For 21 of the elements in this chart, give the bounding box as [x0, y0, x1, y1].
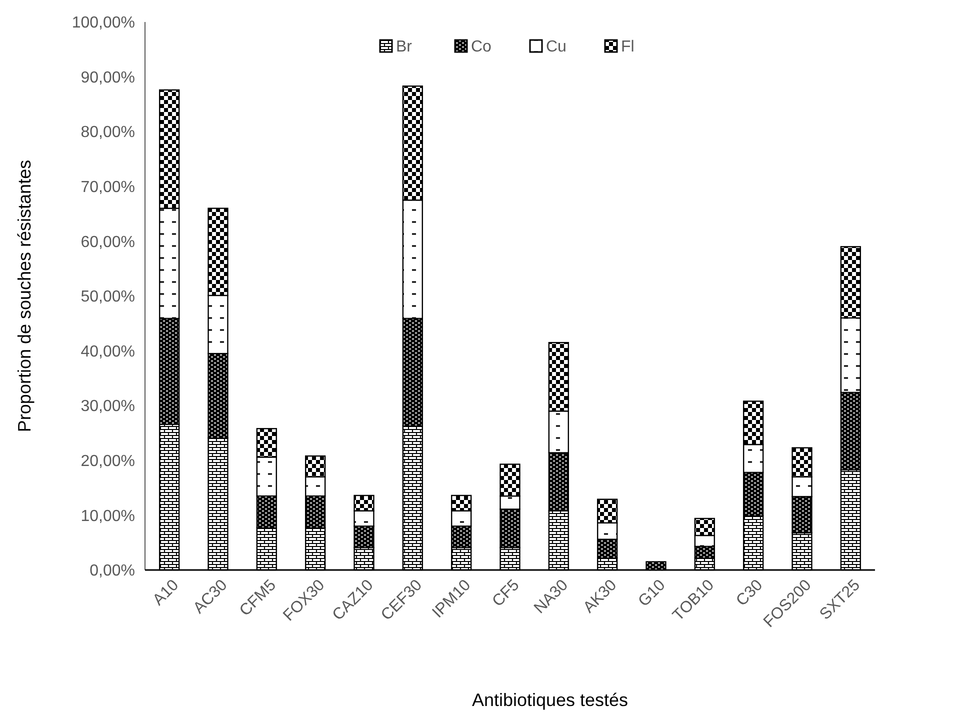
- y-tick-label: 50,00%: [80, 288, 135, 306]
- y-tick-label: 100,00%: [72, 14, 135, 32]
- y-tick-label: 0,00%: [90, 562, 135, 580]
- y-tick-label: 70,00%: [80, 179, 135, 196]
- x-tick-label: C30: [733, 576, 766, 610]
- x-axis-title: Antibiotiques testés: [472, 690, 628, 710]
- x-tick-label: G10: [635, 576, 669, 610]
- y-tick-label: 30,00%: [80, 398, 135, 416]
- legend-label: Br: [396, 38, 413, 56]
- y-tick-label: 90,00%: [80, 69, 135, 86]
- y-tick-label: 20,00%: [80, 453, 135, 470]
- legend-label: Co: [471, 38, 492, 56]
- y-tick-label: 80,00%: [80, 124, 135, 142]
- x-tick-label: A10: [150, 576, 182, 609]
- x-tick-label: CF5: [489, 576, 523, 610]
- y-tick-label: 10,00%: [80, 508, 135, 525]
- legend-label: Fl: [621, 38, 634, 56]
- legend-label: Cu: [546, 38, 566, 56]
- y-tick-label: 60,00%: [80, 234, 135, 251]
- y-axis-title: Proportion de souches résistantes: [14, 160, 34, 432]
- y-tick-label: 40,00%: [80, 343, 135, 360]
